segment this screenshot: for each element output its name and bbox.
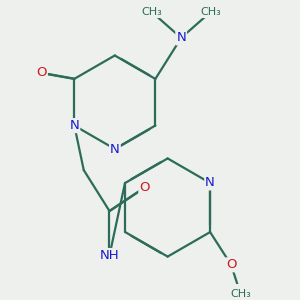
Text: CH₃: CH₃: [142, 7, 162, 17]
Text: CH₃: CH₃: [230, 289, 251, 299]
Text: CH₃: CH₃: [200, 7, 221, 17]
Text: N: N: [176, 32, 186, 44]
Text: O: O: [139, 181, 150, 194]
Text: N: N: [205, 176, 215, 189]
Text: N: N: [70, 119, 79, 132]
Text: O: O: [36, 67, 47, 80]
Text: N: N: [110, 142, 120, 155]
Text: NH: NH: [100, 249, 119, 262]
Text: O: O: [226, 258, 236, 271]
